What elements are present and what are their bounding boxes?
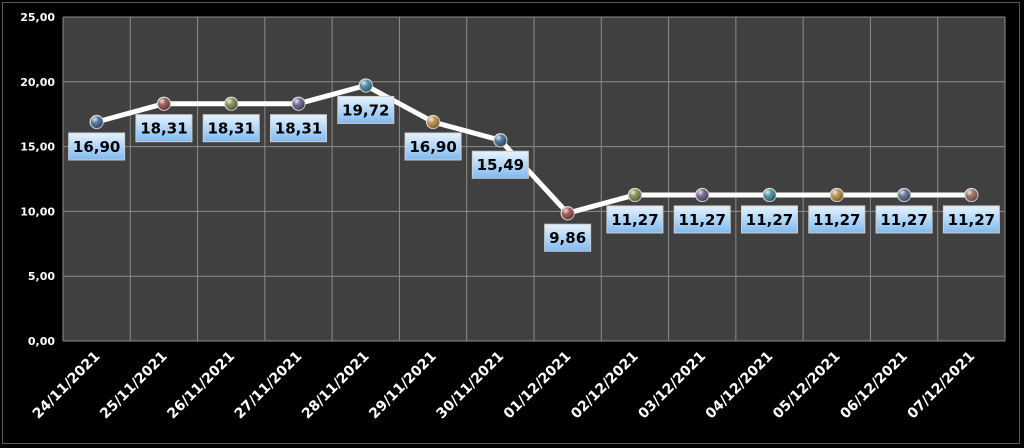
data-point-highlight bbox=[695, 188, 709, 202]
x-tick-label: 29/11/2021 bbox=[366, 349, 440, 423]
data-label: 11,27 bbox=[808, 205, 866, 234]
data-label-box bbox=[741, 205, 798, 234]
x-tick-label: 24/11/2021 bbox=[30, 349, 104, 423]
x-tick-label: 26/11/2021 bbox=[164, 349, 238, 423]
data-label-text: 16,90 bbox=[73, 138, 120, 156]
data-point-highlight bbox=[157, 97, 171, 111]
data-label-box bbox=[270, 114, 327, 143]
x-tick-label: 04/12/2021 bbox=[703, 349, 777, 423]
data-point-highlight bbox=[561, 206, 575, 220]
data-point-highlight bbox=[763, 188, 776, 202]
data-labels: 16,90 18,31 18,31 18,31 19,72 16,90 15,49 9,86 1… bbox=[68, 95, 1000, 252]
data-label: 9,86 bbox=[544, 223, 592, 252]
data-label-text: 16,90 bbox=[409, 138, 456, 156]
data-label-text: 9,86 bbox=[549, 229, 586, 247]
data-markers bbox=[89, 78, 979, 221]
data-label-box bbox=[404, 132, 462, 161]
data-label-box bbox=[471, 150, 529, 179]
data-point-highlight bbox=[90, 115, 104, 129]
y-tick-label: 15,00 bbox=[20, 141, 55, 154]
data-label-box bbox=[673, 205, 731, 234]
x-tick-label: 03/12/2021 bbox=[635, 349, 709, 423]
data-point-highlight bbox=[426, 115, 440, 129]
data-label: 18,31 bbox=[270, 114, 327, 143]
x-axis: 24/11/202125/11/202126/11/202127/11/2021… bbox=[30, 349, 978, 423]
y-tick-label: 25,00 bbox=[20, 11, 55, 24]
data-label-box bbox=[606, 205, 664, 234]
data-point-highlight bbox=[628, 188, 642, 202]
data-point-highlight bbox=[224, 97, 238, 111]
data-label-box bbox=[942, 205, 1000, 234]
x-tick-label: 28/11/2021 bbox=[299, 349, 373, 423]
data-label-box bbox=[337, 95, 395, 124]
data-label-text: 19,72 bbox=[342, 101, 389, 119]
data-label-text: 11,27 bbox=[678, 211, 725, 229]
data-label-text: 11,27 bbox=[746, 211, 793, 229]
data-label-text: 18,31 bbox=[207, 120, 254, 138]
data-label-text: 11,27 bbox=[880, 211, 927, 229]
data-label: 11,27 bbox=[942, 205, 1000, 234]
y-tick-label: 0,00 bbox=[28, 335, 55, 348]
data-point-highlight bbox=[897, 188, 911, 202]
data-label-box bbox=[135, 114, 193, 143]
x-tick-label: 05/12/2021 bbox=[770, 349, 844, 423]
data-label: 16,90 bbox=[68, 132, 126, 161]
data-point-highlight bbox=[493, 133, 507, 147]
data-label: 11,27 bbox=[875, 205, 933, 234]
x-tick-label: 07/12/2021 bbox=[905, 349, 979, 423]
y-axis: 0,00 5,00 10,00 15,00 20,00 25,00 bbox=[20, 11, 55, 348]
data-label-box bbox=[875, 205, 933, 234]
y-tick-label: 20,00 bbox=[20, 76, 55, 89]
x-tick-label: 27/11/2021 bbox=[232, 349, 306, 423]
data-label-text: 11,27 bbox=[611, 211, 658, 229]
data-label: 11,27 bbox=[741, 205, 798, 234]
data-label-box bbox=[68, 132, 126, 161]
data-label: 15,49 bbox=[471, 150, 529, 179]
data-point-highlight bbox=[359, 78, 373, 92]
x-tick-label: 06/12/2021 bbox=[837, 349, 911, 423]
y-tick-label: 5,00 bbox=[28, 270, 55, 283]
x-tick-label: 02/12/2021 bbox=[568, 349, 642, 423]
data-label: 11,27 bbox=[606, 205, 664, 234]
data-point-highlight bbox=[964, 188, 978, 202]
data-point-highlight bbox=[292, 97, 305, 111]
data-label: 18,31 bbox=[135, 114, 193, 143]
x-tick-label: 30/11/2021 bbox=[434, 349, 508, 423]
data-label: 19,72 bbox=[337, 95, 395, 124]
data-label: 11,27 bbox=[673, 205, 731, 234]
data-label-box bbox=[202, 114, 260, 143]
gridlines bbox=[62, 16, 1006, 342]
data-label: 16,90 bbox=[404, 132, 462, 161]
data-label: 18,31 bbox=[202, 114, 260, 143]
y-tick-label: 10,00 bbox=[20, 205, 55, 218]
data-label-text: 18,31 bbox=[140, 120, 187, 138]
data-label-text: 18,31 bbox=[275, 120, 322, 138]
data-label-box bbox=[808, 205, 866, 234]
data-label-box bbox=[544, 223, 592, 252]
data-label-text: 15,49 bbox=[477, 156, 524, 174]
series-line bbox=[95, 82, 972, 216]
data-label-text: 11,27 bbox=[948, 211, 995, 229]
data-label-text: 11,27 bbox=[813, 211, 860, 229]
data-point-highlight bbox=[830, 188, 844, 202]
x-tick-label: 01/12/2021 bbox=[501, 349, 575, 423]
x-tick-label: 25/11/2021 bbox=[97, 349, 171, 423]
